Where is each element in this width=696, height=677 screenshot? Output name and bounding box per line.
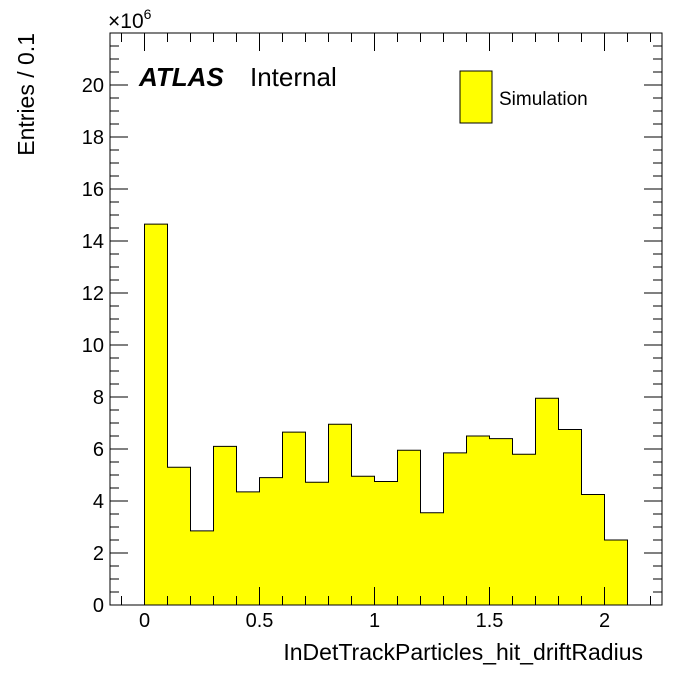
y-multiplier-exponent: 6: [144, 6, 152, 22]
y-tick-label: 0: [93, 595, 104, 617]
plot-frame: [109, 32, 663, 606]
x-tick-label: 1.5: [476, 610, 504, 632]
histogram-bar: [558, 429, 582, 605]
histogram-bar: [259, 477, 283, 605]
x-tick-label: 1: [369, 610, 380, 632]
x-tick-label: 0.5: [246, 610, 274, 632]
status-label: Internal: [250, 62, 337, 92]
bars-layer: [144, 223, 628, 605]
histogram-bar: [374, 481, 398, 605]
histogram-bar: [167, 467, 191, 605]
atlas-label: ATLAS: [138, 62, 224, 92]
histogram-bar: [282, 432, 306, 605]
legend-swatch-simulation: [459, 70, 493, 124]
histogram-bar: [604, 540, 628, 605]
legend-label-simulation: Simulation: [499, 89, 588, 110]
y-tick-label: 2: [93, 543, 104, 565]
histogram-bar: [581, 494, 605, 605]
x-tick-label: 2: [599, 610, 610, 632]
histogram-bar: [512, 454, 536, 605]
histogram-bar: [443, 452, 467, 605]
histogram-bar: [535, 398, 559, 605]
histogram-bar: [328, 424, 352, 605]
y-tick-label: 18: [82, 127, 104, 149]
histogram-bar: [351, 476, 375, 605]
histogram-bar: [236, 491, 260, 605]
histogram-bar: [213, 446, 237, 605]
histogram-bar: [397, 450, 421, 605]
histogram-bar: [190, 530, 214, 605]
x-tick-label: 0: [139, 610, 150, 632]
histogram-bar: [489, 438, 513, 605]
y-tick-label: 6: [93, 439, 104, 461]
histogram-bar: [305, 482, 329, 605]
y-axis-multiplier: ×106: [108, 6, 152, 33]
histogram-outline: [144, 223, 628, 605]
histogram-bar: [144, 224, 168, 605]
y-tick-label: 16: [82, 179, 104, 201]
y-axis-title: Entries / 0.1: [13, 33, 39, 156]
y-tick-label: 14: [82, 231, 104, 253]
y-tick-label: 10: [82, 335, 104, 357]
y-tick-label: 20: [82, 75, 104, 97]
histogram-bar: [466, 436, 490, 605]
y-tick-label: 4: [93, 491, 104, 513]
y-tick-label: 12: [82, 283, 104, 305]
x-axis-title: InDetTrackParticles_hit_driftRadius: [283, 639, 643, 665]
y-tick-label: 8: [93, 387, 104, 409]
y-multiplier-base: ×10: [108, 10, 144, 33]
histogram-bar: [420, 512, 444, 605]
